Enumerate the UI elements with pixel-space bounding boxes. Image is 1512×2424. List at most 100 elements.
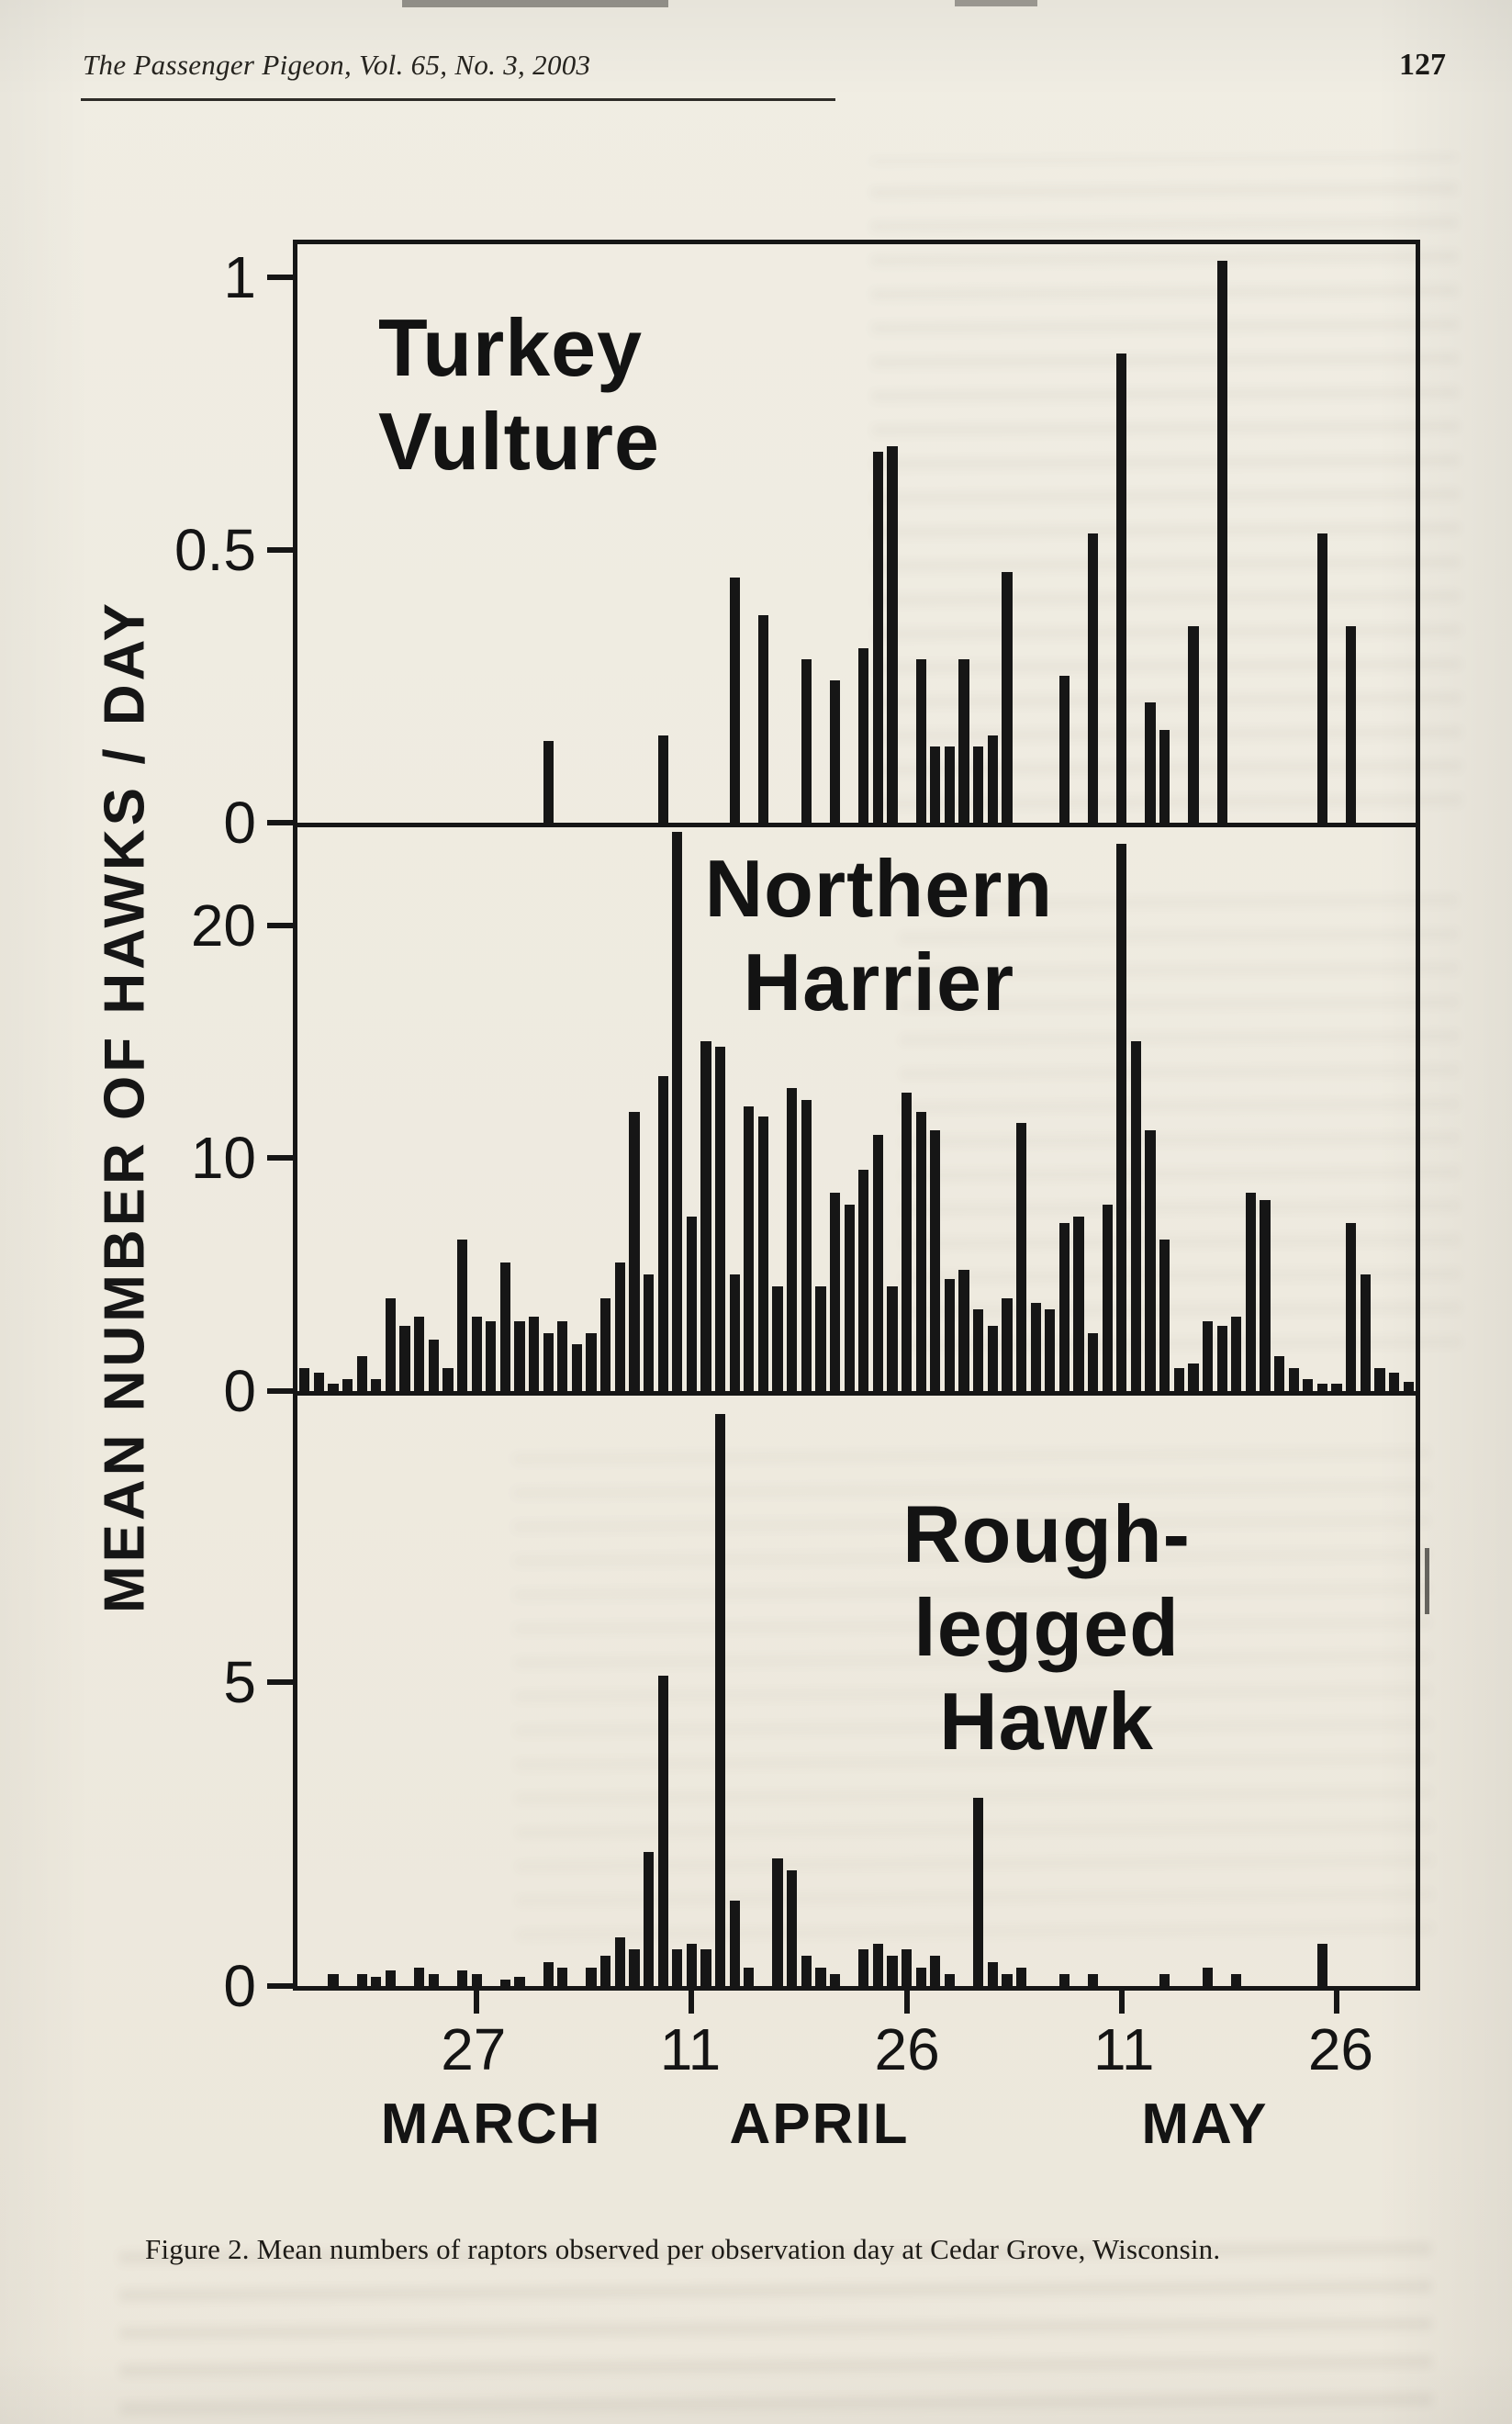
bar	[1216, 260, 1227, 823]
bar	[815, 1285, 826, 1391]
bar	[1159, 729, 1170, 823]
bar	[787, 1870, 798, 1986]
bar	[499, 1980, 511, 1986]
y-tick-mark	[267, 1388, 293, 1394]
panel-title-line: Rough-legged	[902, 1488, 1191, 1674]
bar	[328, 1384, 339, 1391]
bar	[529, 1316, 540, 1391]
bar	[700, 1949, 711, 1986]
bar	[930, 746, 941, 823]
bar	[1058, 675, 1070, 823]
bar	[944, 746, 956, 823]
bar	[902, 1949, 913, 1986]
panel-turkey-vulture: Turkey Vulture 0 0.5 1	[174, 240, 1420, 852]
bar	[987, 1961, 998, 1986]
y-tick-mark	[267, 1983, 293, 1989]
bar	[1159, 1240, 1170, 1391]
bar	[1159, 1973, 1170, 1986]
panel-northern-harrier: Northern Harrier 0 10 20	[191, 823, 1420, 1420]
panel-title-line: Hawk	[939, 1676, 1154, 1768]
bar	[442, 1367, 454, 1391]
bar	[700, 1041, 711, 1391]
bar	[829, 680, 841, 823]
bar	[958, 658, 969, 823]
bar	[1202, 1968, 1214, 1986]
bar	[1002, 1973, 1013, 1986]
bar	[328, 1973, 339, 1986]
bar	[1316, 1384, 1328, 1391]
y-tick-mark	[267, 546, 293, 553]
month-label: APRIL	[729, 2093, 910, 2156]
scan-artifact	[955, 0, 1037, 6]
bar	[829, 1193, 841, 1391]
panel-title-line: Harrier	[743, 937, 1015, 1028]
x-tick-mark	[689, 1991, 695, 2014]
y-tick-label: 10	[190, 1125, 256, 1192]
bar	[657, 1076, 668, 1391]
bar	[1030, 1302, 1041, 1391]
bar	[729, 1901, 740, 1986]
bar	[1088, 533, 1099, 823]
bar	[858, 1949, 869, 1986]
plot-area-rough-legged-hawk	[297, 1396, 1416, 1986]
bar	[543, 1961, 554, 1986]
y-tick-label: 0	[223, 790, 256, 856]
panel-title-line: Vulture	[378, 396, 660, 488]
scan-artifact	[402, 0, 668, 7]
bar	[958, 1270, 969, 1391]
bar	[1088, 1332, 1099, 1391]
figure-caption: Figure 2. Mean numbers of raptors observ…	[145, 2233, 1221, 2265]
bar	[557, 1968, 568, 1986]
bar	[600, 1955, 611, 1986]
bar	[1015, 1123, 1027, 1391]
bar	[672, 1949, 683, 1986]
bar	[930, 1955, 941, 1986]
bar	[1058, 1223, 1070, 1391]
page-header: The Passenger Pigeon, Vol. 65, No. 3, 20…	[83, 48, 1446, 83]
bar	[1216, 1325, 1227, 1391]
y-tick-mark	[267, 922, 293, 928]
bar	[973, 1797, 984, 1986]
bar	[657, 1675, 668, 1986]
y-tick-label: 1	[223, 243, 256, 310]
bar	[471, 1316, 482, 1391]
y-axis-label: MEAN NUMBER OF HAWKS / DAY	[93, 599, 157, 1614]
bar	[586, 1332, 597, 1391]
bar	[356, 1355, 367, 1391]
bar	[987, 1325, 998, 1391]
panel-title-turkey-vulture: Turkey Vulture	[378, 301, 660, 488]
bar	[930, 1129, 941, 1391]
bar	[456, 1970, 468, 1986]
bar	[787, 1088, 798, 1391]
bar	[987, 735, 998, 823]
bar	[600, 1297, 611, 1391]
bar	[1403, 1381, 1414, 1391]
y-tick-label: 0.5	[174, 516, 256, 583]
bar	[872, 451, 884, 823]
bar	[1015, 1968, 1027, 1986]
x-axis-labels: 27 11 26 11 26	[293, 2016, 1420, 2082]
y-tick-label: 5	[223, 1648, 256, 1715]
bar	[342, 1379, 353, 1391]
bar	[902, 1093, 913, 1391]
bar	[1116, 843, 1127, 1391]
bar	[514, 1977, 525, 1986]
bar	[299, 1367, 310, 1391]
bar	[1088, 1973, 1099, 1986]
bar	[657, 735, 668, 823]
bar	[629, 1111, 640, 1391]
bar	[543, 740, 554, 823]
bar	[744, 1968, 755, 1986]
bar	[414, 1968, 425, 1986]
bar	[586, 1968, 597, 1986]
bar	[1316, 1943, 1328, 1986]
bar	[1188, 1363, 1199, 1391]
bar	[1188, 626, 1199, 823]
bar	[428, 1340, 439, 1391]
bar	[1331, 1384, 1342, 1391]
month-labels: MARCH APRIL MAY	[293, 2092, 1420, 2158]
bar	[1360, 1274, 1371, 1391]
panel-title-rough-legged-hawk: Rough-legged Hawk	[862, 1487, 1231, 1768]
month-label: MARCH	[380, 2093, 602, 2156]
